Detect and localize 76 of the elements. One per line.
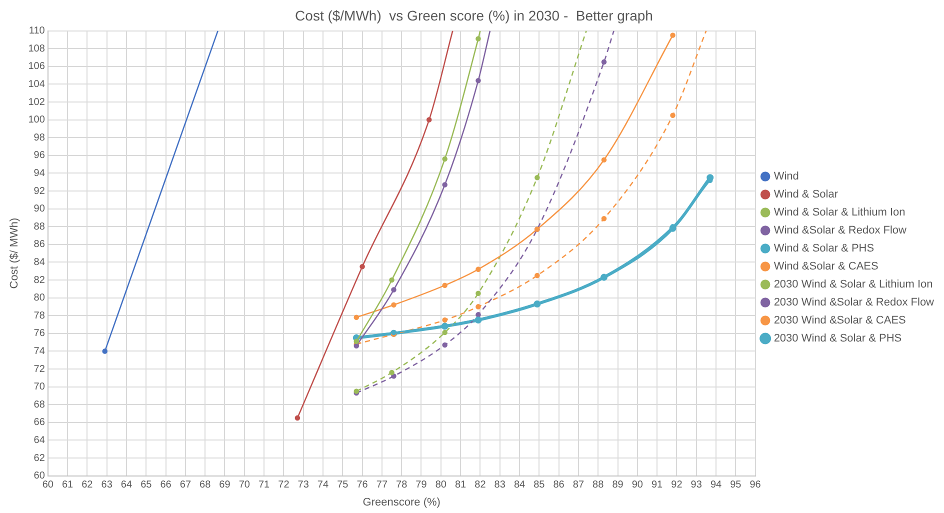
x-tick-label: 93 [690,480,702,491]
y-tick-label: 64 [34,434,46,446]
y-tick-label: 60 [34,470,46,482]
x-tick-label: 94 [710,480,722,491]
x-tick-label: 68 [200,480,212,491]
y-tick-label: 110 [28,26,46,37]
x-tick-label: 66 [160,480,172,491]
x-tick-label: 72 [278,480,290,491]
y-tick-label: 86 [34,239,46,250]
x-tick-label: 91 [651,480,664,491]
y-tick-label: 78 [34,310,46,322]
x-tick-label: 77 [376,480,388,491]
legend-label: Wind & Solar & PHS [774,242,874,255]
x-tick-label: 71 [258,480,270,491]
y-tick-label: 100 [28,114,46,126]
chart-title: Cost ($/MWh) vs Green score (%) in 2030 - Better graph [295,7,653,24]
y-tick-label: 74 [34,346,46,357]
y-tick-label: 68 [34,399,46,410]
y-tick-label: 104 [28,78,46,90]
legend-label: Wind &Solar & Redox Flow [774,224,907,237]
x-tick-label: 62 [82,480,94,491]
x-tick-label: 79 [416,480,428,491]
x-tick-label: 89 [612,480,624,491]
y-tick-label: 80 [34,292,46,304]
legend-label: 2030 Wind & Solar & Lithium Ion [774,278,933,291]
y-tick-label: 98 [34,132,46,144]
y-axis-title: Cost ($/ MWh) [8,218,21,289]
y-tick-label: 108 [28,43,46,54]
y-tick-label: 76 [34,328,46,340]
legend-label: Wind [774,170,799,183]
x-tick-label: 96 [750,480,762,491]
x-tick-label: 67 [180,480,192,491]
legend-label: Wind &Solar & CAES [774,260,878,273]
y-tick-label: 90 [34,204,46,215]
x-tick-label: 82 [474,480,486,491]
y-tick-label: 106 [28,61,46,72]
x-tick-label: 63 [101,480,113,491]
x-tick-label: 85 [534,480,546,491]
x-tick-label: 76 [356,480,368,491]
x-tick-label: 73 [298,480,310,491]
y-tick-label: 72 [34,364,46,375]
x-tick-label: 74 [317,480,329,491]
x-tick-label: 90 [632,480,644,491]
x-tick-label: 92 [671,480,683,491]
x-tick-label: 80 [435,480,447,491]
y-tick-label: 96 [34,150,46,162]
legend-label: 2030 Wind & Solar & PHS [774,332,902,345]
x-tick-label: 88 [592,480,604,491]
x-tick-label: 81 [454,480,467,491]
legend-label: Wind & Solar [774,188,838,201]
x-tick-label: 86 [553,480,565,491]
x-tick-label: 75 [337,480,349,491]
legend-label: 2030 Wind &Solar & Redox Flow [774,296,934,309]
x-tick-label: 61 [62,480,74,491]
x-tick-label: 83 [494,480,506,491]
legend-label: 2030 Wind &Solar & CAES [774,314,906,327]
y-tick-label: 94 [34,168,46,179]
y-tick-label: 66 [34,417,46,428]
x-tick-label: 84 [514,480,526,491]
x-tick-label: 95 [730,480,742,491]
x-tick-label: 78 [396,480,408,491]
x-tick-label: 64 [120,480,132,491]
y-tick-label: 62 [34,452,46,464]
x-tick-label: 65 [140,480,152,491]
y-tick-label: 84 [34,256,46,268]
y-tick-label: 70 [34,382,46,393]
x-tick-label: 87 [572,480,584,491]
y-tick-label: 88 [34,221,46,232]
x-tick-label: 70 [238,480,250,491]
x-tick-label: 69 [219,480,231,491]
y-tick-label: 82 [34,274,46,286]
x-axis-title: Greenscore (%) [362,496,440,508]
y-tick-label: 92 [34,186,46,197]
legend-label: Wind & Solar & Lithium Ion [774,206,906,219]
y-tick-label: 102 [28,96,46,108]
x-tick-label: 60 [42,480,54,491]
